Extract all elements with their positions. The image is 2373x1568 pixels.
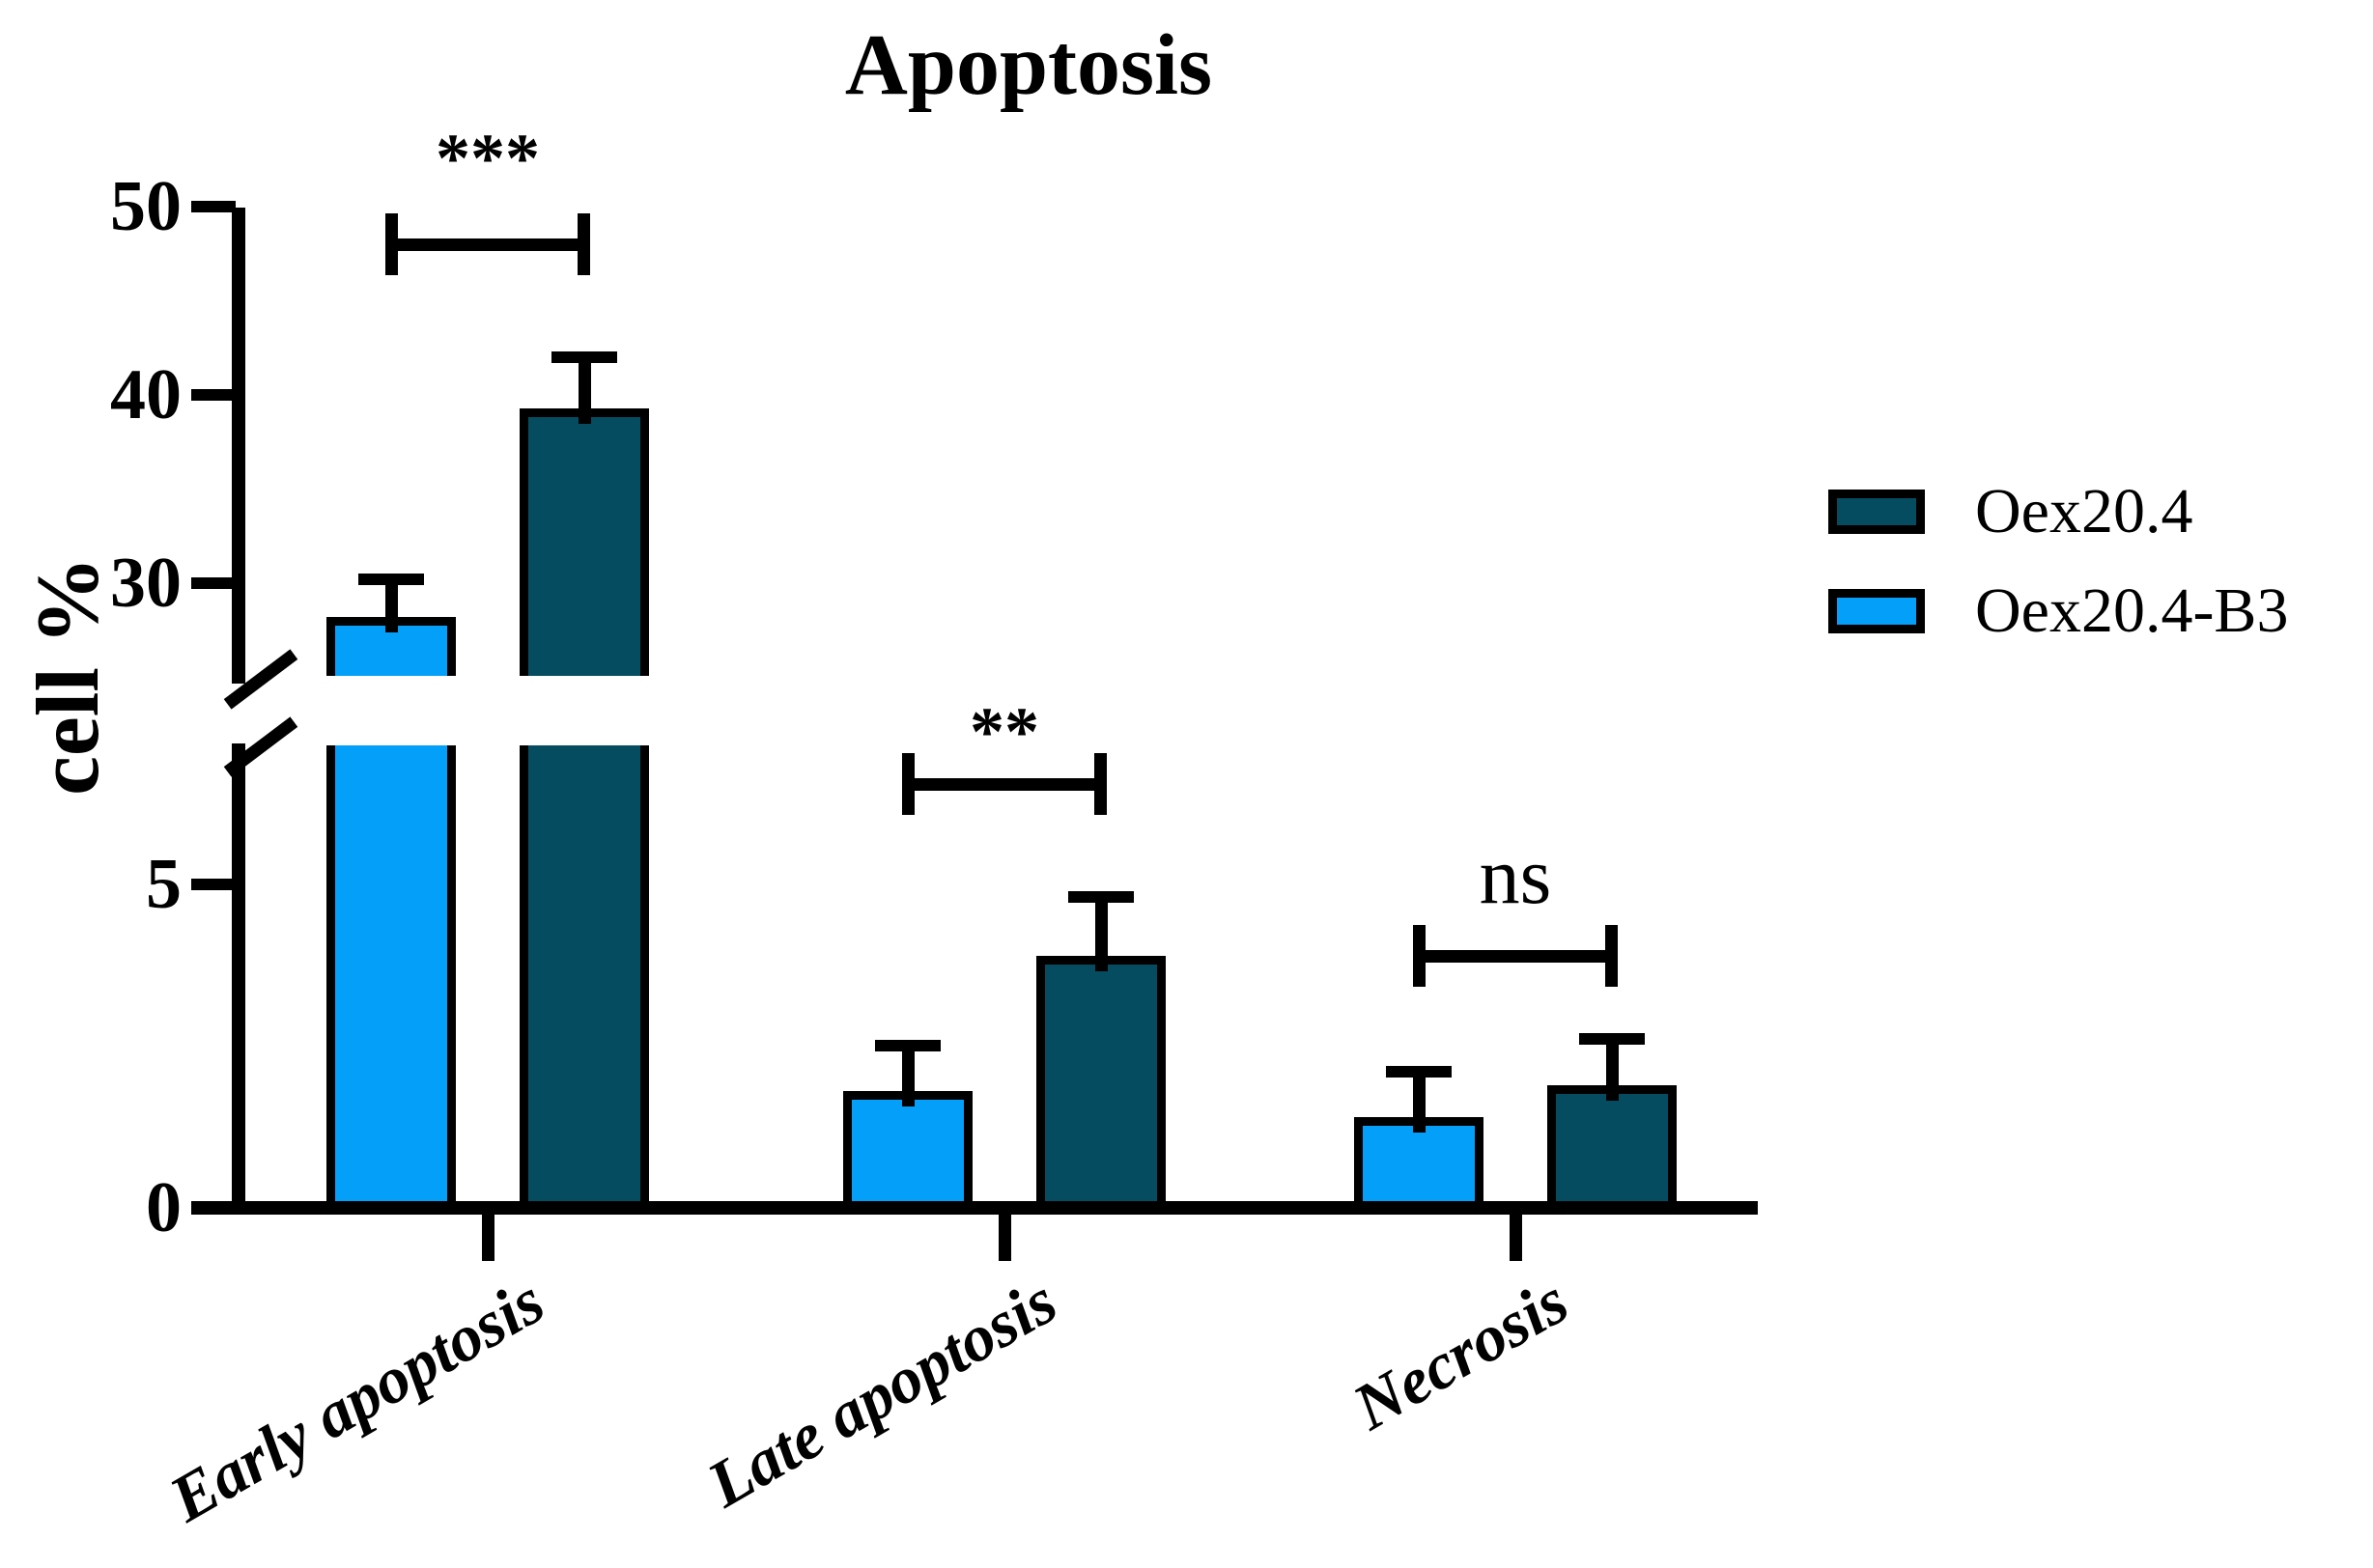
x-category-label-late-apoptosis: Late apoptosis xyxy=(694,1263,1068,1522)
error-bar-cap-necrosis-oex20-4-b3 xyxy=(1386,1065,1452,1078)
legend-item-oex20-4: Oex20.4 xyxy=(1828,480,2192,544)
y-tick-label-50: 50 xyxy=(110,167,182,246)
legend-swatch-oex20-4-b3 xyxy=(1828,589,1925,633)
error-bar-stem-necrosis-oex20-4 xyxy=(1605,1037,1619,1101)
y-tick-5 xyxy=(191,879,236,890)
error-bar-cap-necrosis-oex20-4 xyxy=(1579,1033,1645,1046)
significance-bracket-necrosis xyxy=(1419,949,1612,963)
x-category-label-early-apoptosis: Early apoptosis xyxy=(157,1263,556,1536)
significance-bracket-cap-right-early-apoptosis xyxy=(578,213,590,275)
error-bar-stem-necrosis-oex20-4-b3 xyxy=(1412,1069,1426,1134)
y-axis-line-upper xyxy=(232,208,245,684)
bar-late-apoptosis-oex20-4 xyxy=(1036,955,1166,1215)
x-tick-necrosis xyxy=(1509,1211,1522,1261)
error-bar-stem-late-apoptosis-oex20-4-b3 xyxy=(901,1043,915,1107)
bar-late-apoptosis-oex20-4-b3 xyxy=(843,1091,973,1215)
x-tick-early-apoptosis xyxy=(481,1211,494,1261)
significance-label-necrosis: ns xyxy=(1479,831,1552,921)
x-category-label-necrosis: Necrosis xyxy=(1341,1263,1580,1444)
significance-bracket-late-apoptosis xyxy=(908,777,1101,791)
y-axis-line-lower xyxy=(232,743,245,1215)
legend-swatch-oex20-4 xyxy=(1828,490,1925,534)
error-bar-stem-late-apoptosis-oex20-4 xyxy=(1094,894,1108,971)
significance-bracket-cap-left-late-apoptosis xyxy=(902,753,915,815)
legend-label-oex20-4-b3: Oex20.4-B3 xyxy=(1975,575,2289,646)
error-bar-stem-early-apoptosis-oex20-4-b3 xyxy=(384,577,398,633)
y-tick-label-5: 5 xyxy=(146,845,182,924)
significance-bracket-cap-left-necrosis xyxy=(1413,925,1426,987)
x-tick-late-apoptosis xyxy=(998,1211,1011,1261)
error-bar-stem-early-apoptosis-oex20-4 xyxy=(578,355,591,424)
bar-early-apoptosis-oex20-4-b3 xyxy=(326,745,456,1215)
significance-label-early-apoptosis: *** xyxy=(436,120,540,197)
significance-label-late-apoptosis: ** xyxy=(970,693,1039,770)
legend-item-oex20-4-b3: Oex20.4-B3 xyxy=(1828,579,2288,643)
bar-early-apoptosis-oex20-4 xyxy=(520,407,649,676)
error-bar-cap-late-apoptosis-oex20-4-b3 xyxy=(875,1039,941,1051)
y-tick-label-40: 40 xyxy=(110,355,182,434)
bar-necrosis-oex20-4 xyxy=(1547,1084,1677,1215)
legend-label-oex20-4: Oex20.4 xyxy=(1975,476,2193,546)
error-bar-cap-late-apoptosis-oex20-4 xyxy=(1068,890,1134,903)
chart-title: Apoptosis xyxy=(844,17,1213,113)
significance-bracket-cap-right-late-apoptosis xyxy=(1094,753,1107,815)
significance-bracket-early-apoptosis xyxy=(391,238,584,251)
y-tick-40 xyxy=(191,389,236,401)
error-bar-cap-early-apoptosis-oex20-4-b3 xyxy=(358,574,424,586)
significance-bracket-cap-right-necrosis xyxy=(1605,925,1618,987)
y-tick-label-0: 0 xyxy=(146,1168,182,1247)
y-tick-50 xyxy=(191,201,236,212)
bar-early-apoptosis-oex20-4 xyxy=(520,745,649,1215)
error-bar-cap-early-apoptosis-oex20-4 xyxy=(551,351,617,364)
x-axis-line xyxy=(191,1201,1758,1215)
significance-bracket-cap-left-early-apoptosis xyxy=(385,213,398,275)
y-tick-label-30: 30 xyxy=(110,544,182,623)
y-tick-30 xyxy=(191,577,236,589)
